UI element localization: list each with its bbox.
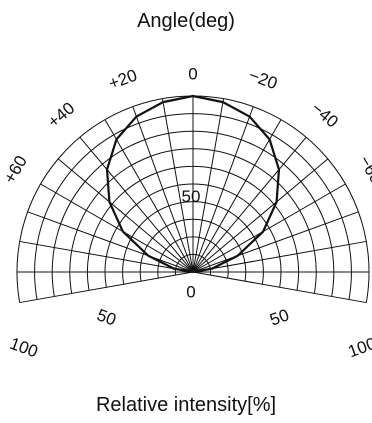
radial-tick-label: 50 [94, 305, 118, 329]
grid-spoke [57, 158, 194, 273]
radial-tick-label: 100 [346, 334, 372, 362]
grid-spoke [192, 158, 329, 273]
grid-spoke [192, 240, 367, 273]
angle-tick-label: +20 [106, 66, 140, 94]
angle-tick-label: +60 [0, 152, 31, 186]
tick-labels: 0+20+40+60+80+100−20−40−60−80−1000505050… [0, 65, 372, 362]
intensity-curve-layer [105, 94, 281, 274]
grid-spoke [192, 119, 282, 273]
grid-spoke [27, 211, 194, 273]
angle-tick-label: −60 [355, 152, 372, 186]
grid-spoke [19, 240, 194, 273]
grid-spoke [40, 183, 194, 273]
radial-tick-label: 100 [7, 334, 40, 362]
angle-tick-label: +80 [0, 221, 3, 253]
chart-title: Angle(deg) [137, 10, 235, 32]
grid-spoke [192, 136, 307, 273]
grid-spoke [132, 106, 194, 273]
angle-tick-label: 0 [188, 65, 197, 84]
grid-spoke [161, 98, 194, 273]
grid-spoke [104, 119, 194, 273]
grid-spoke [192, 211, 359, 273]
grid-spoke [192, 271, 367, 304]
x-axis-label: Relative intensity[%] [95, 394, 277, 416]
grid-spoke [192, 98, 225, 273]
grid-spoke [192, 106, 254, 273]
angle-tick-label: +100 [0, 288, 1, 326]
grid-spoke [19, 271, 194, 304]
grid-spoke [192, 183, 346, 273]
radial-tick-label: 50 [182, 187, 201, 206]
angle-tick-label: −40 [308, 98, 342, 131]
angle-tick-label: −20 [246, 66, 280, 94]
grid-spoke [79, 136, 194, 273]
radial-tick-label: 50 [267, 305, 291, 329]
radial-tick-label: 0 [186, 283, 195, 302]
angle-tick-label: +40 [44, 98, 78, 131]
